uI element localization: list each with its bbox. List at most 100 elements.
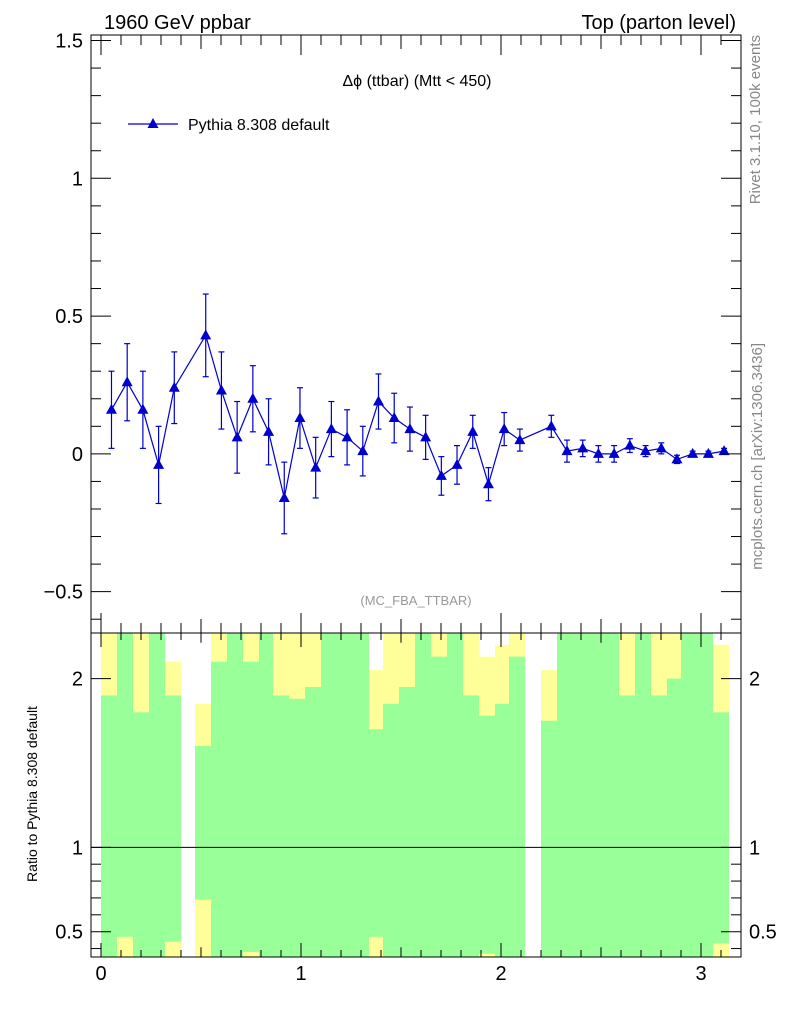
data-point [168, 381, 180, 392]
y-tick-label: 0.5 [55, 306, 83, 328]
data-point [341, 431, 353, 442]
ratio-panel-content [91, 633, 741, 957]
ratio-band-inner [227, 633, 243, 957]
data-point [200, 329, 212, 340]
ratio-band-inner [619, 695, 635, 957]
ratio-frame [90, 632, 742, 958]
ratio-band-inner [243, 661, 259, 952]
ratio-band-inner [259, 633, 273, 957]
ratio-band-inner [587, 633, 603, 957]
ratio-band-inner [479, 715, 495, 954]
ratio-band-inner [133, 712, 149, 957]
data-point [231, 431, 243, 442]
ratio-band-inner [415, 633, 431, 957]
ratio-band-inner [289, 698, 305, 957]
y-tick-label: 1 [72, 168, 83, 190]
ratio-band-inner [667, 678, 681, 957]
data-point [294, 412, 306, 423]
data-point [498, 423, 510, 434]
data-point [671, 453, 683, 464]
ratio-band-inner [399, 687, 415, 957]
data-point [435, 469, 447, 480]
ratio-y-tick-label-right: 0.5 [749, 922, 777, 944]
data-point [514, 434, 526, 445]
x-tick-label: 0 [95, 963, 106, 985]
ratio-band-inner [337, 633, 353, 957]
legend-label: Pythia 8.308 default [188, 117, 330, 134]
ratio-y-tick-label: 1 [72, 837, 83, 859]
data-point [624, 439, 636, 450]
data-point [105, 403, 117, 414]
data-point [577, 442, 589, 453]
ratio-y-tick-label: 0.5 [55, 922, 83, 944]
ratio-band-inner [383, 703, 399, 957]
ratio-band-inner [573, 633, 587, 957]
ratio-band-inner [431, 656, 447, 957]
data-point [655, 442, 667, 453]
data-point [608, 447, 620, 458]
data-point [153, 458, 165, 469]
y-tick-label: 1.5 [55, 31, 83, 53]
plot-title: Δϕ (ttbar) (Mtt < 450) [342, 73, 491, 90]
data-point [247, 392, 259, 403]
ratio-band-inner [447, 633, 463, 957]
side-mcplots-label: mcplots.cern.ch [arXiv:1306.3436] [749, 343, 766, 570]
data-point [482, 478, 494, 489]
data-point [215, 384, 227, 395]
header-right-label: Top (parton level) [581, 12, 736, 34]
data-point [404, 423, 416, 434]
ratio-band-inner [369, 729, 383, 937]
ratio-band-inner [713, 712, 729, 944]
data-point [545, 420, 557, 431]
side-rivet-label: Rivet 3.1.10, 100k events [747, 35, 764, 204]
series-line [110, 333, 725, 499]
y-tick-label: 0 [72, 444, 83, 466]
data-point [420, 431, 432, 442]
analysis-watermark: (MC_FBA_TTBAR) [360, 593, 471, 608]
ratio-band-inner [165, 695, 181, 942]
ratio-band-inner [681, 633, 697, 957]
data-point [263, 425, 275, 436]
ratio-band-inner [509, 656, 525, 957]
ratio-band-inner [697, 633, 713, 957]
data-point [718, 445, 730, 456]
ratio-band-inner [353, 633, 369, 957]
ratio-y-tick-label-right: 2 [749, 669, 760, 691]
data-point [121, 376, 133, 387]
data-point [373, 395, 384, 406]
data-point [325, 423, 337, 434]
ratio-band-inner [321, 633, 337, 957]
data-point [561, 445, 573, 456]
ratio-y-tick-label-right: 1 [749, 837, 760, 859]
legend-marker [147, 118, 159, 128]
ratio-band-inner [117, 633, 133, 937]
x-tick-label: 3 [695, 963, 706, 985]
ratio-band-inner [463, 695, 479, 957]
ratio-band-inner [149, 633, 165, 957]
data-point [310, 461, 322, 472]
ratio-y-tick-label: 2 [72, 669, 83, 691]
ratio-band-inner [557, 633, 573, 957]
ratio-band-inner [651, 695, 667, 957]
data-point [640, 445, 652, 456]
ratio-band-inner [101, 695, 117, 957]
ratio-band-inner [541, 720, 557, 957]
x-tick-label: 1 [295, 963, 306, 985]
ratio-band-inner [195, 746, 211, 900]
ratio-band-inner [495, 703, 509, 957]
data-point [702, 447, 714, 458]
ratio-band-inner [603, 633, 619, 957]
ratio-band-inner [635, 633, 651, 957]
ratio-band-inner [211, 661, 227, 957]
axes: −0.5 0 0.5 1 1.5 0 1 2 3 0.5 0.5 1 1 2 2 [44, 31, 777, 985]
x-tick-label: 2 [495, 963, 506, 985]
ratio-band-inner [273, 695, 289, 957]
ratio-y-axis-label: Ratio to Pythia 8.308 default [24, 706, 40, 882]
data-point [357, 445, 369, 456]
main-panel-content: Δϕ (ttbar) (Mtt < 450) (MC_FBA_TTBAR) Pyth… [105, 73, 730, 608]
y-tick-label: −0.5 [44, 582, 83, 604]
data-point [592, 447, 604, 458]
data-point [388, 412, 400, 423]
header-left-label: 1960 GeV ppbar [104, 12, 251, 34]
